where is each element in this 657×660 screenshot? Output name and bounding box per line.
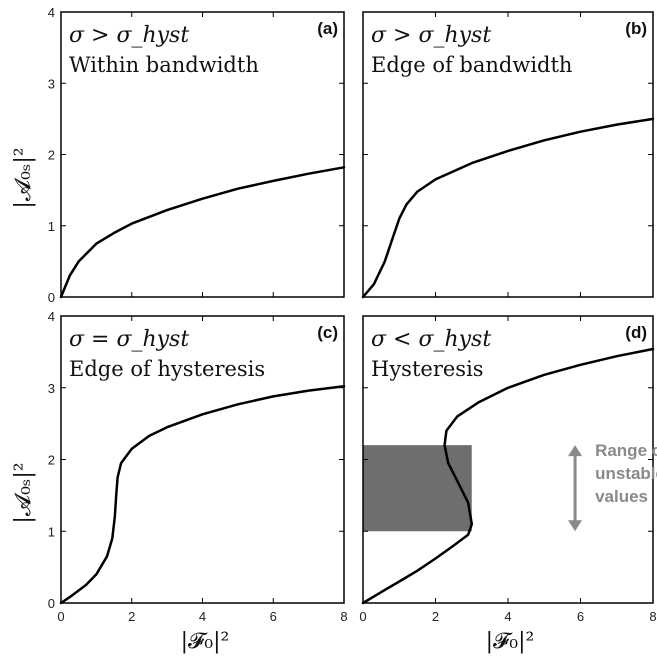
response-curve (361, 347, 655, 605)
plot-frame (60, 11, 345, 298)
x-tick-label: 4 (504, 609, 511, 624)
response-curve (59, 385, 346, 605)
response-curve (59, 166, 346, 299)
plot-frame (60, 315, 345, 604)
arrow-down-icon (568, 520, 583, 532)
plot-frame (362, 11, 654, 298)
panel-b: σ > σ_hyst Edge of bandwidth (b) (361, 11, 655, 299)
y-tick-label: 0 (48, 596, 55, 611)
panel-description: Edge of hysteresis (69, 357, 265, 381)
y-tick-label: 2 (48, 148, 55, 163)
y-tick-label: 2 (48, 453, 55, 468)
condition-label: σ > σ_hyst (69, 23, 189, 48)
x-axis-label: |𝓕₀|² (486, 629, 535, 654)
response-curve (361, 117, 655, 299)
panel-d: 0 2 4 6 8 σ < σ_hyst Hysteresis (d) Range of unst… (359, 315, 657, 624)
x-tick-label: 0 (57, 609, 64, 624)
y-tick-label: 0 (48, 290, 55, 305)
x-axis-label: |𝓕₀|² (181, 629, 230, 654)
y-tick-label: 1 (48, 219, 55, 234)
x-tick-label: 8 (340, 609, 347, 624)
annotation-text: Range of (595, 441, 657, 460)
condition-label: σ > σ_hyst (371, 23, 491, 48)
plot-frame (362, 315, 654, 604)
unstable-range-band (363, 445, 472, 532)
panel-label: (c) (317, 323, 338, 342)
condition-label: σ = σ_hyst (69, 327, 189, 352)
y-tick-label: 1 (48, 524, 55, 539)
panel-description: Within bandwidth (69, 53, 259, 77)
y-axis-label: |𝓐₀ₛ|² (11, 147, 36, 208)
y-axis-label: |𝓐₀ₛ|² (11, 462, 36, 523)
panel-c: 0 2 4 6 8 0 1 2 3 4 σ = σ_hyst Edge of hysteresis (c… (48, 309, 348, 624)
arrow-up-icon (568, 445, 583, 457)
annotation-text: unstable (595, 464, 657, 483)
x-tick-label: 8 (649, 609, 656, 624)
panel-description: Hysteresis (371, 357, 484, 381)
y-tick-label: 4 (48, 309, 55, 324)
x-tick-label: 2 (128, 609, 135, 624)
x-tick-label: 6 (270, 609, 277, 624)
x-tick-label: 4 (199, 609, 206, 624)
x-tick-label: 0 (359, 609, 366, 624)
panel-description: Edge of bandwidth (371, 53, 572, 77)
panel-label: (a) (317, 19, 338, 38)
panel-label: (d) (625, 323, 647, 342)
y-tick-label: 4 (48, 5, 55, 20)
x-tick-label: 2 (432, 609, 439, 624)
panel-a: 0 1 2 3 4 σ > σ_hyst Within bandwidth (a) (48, 5, 346, 305)
annotation-text: values (595, 487, 648, 506)
y-tick-label: 3 (48, 76, 55, 91)
y-tick-label: 3 (48, 381, 55, 396)
panel-label: (b) (625, 19, 647, 38)
x-tick-label: 6 (577, 609, 584, 624)
condition-label: σ < σ_hyst (371, 327, 491, 352)
